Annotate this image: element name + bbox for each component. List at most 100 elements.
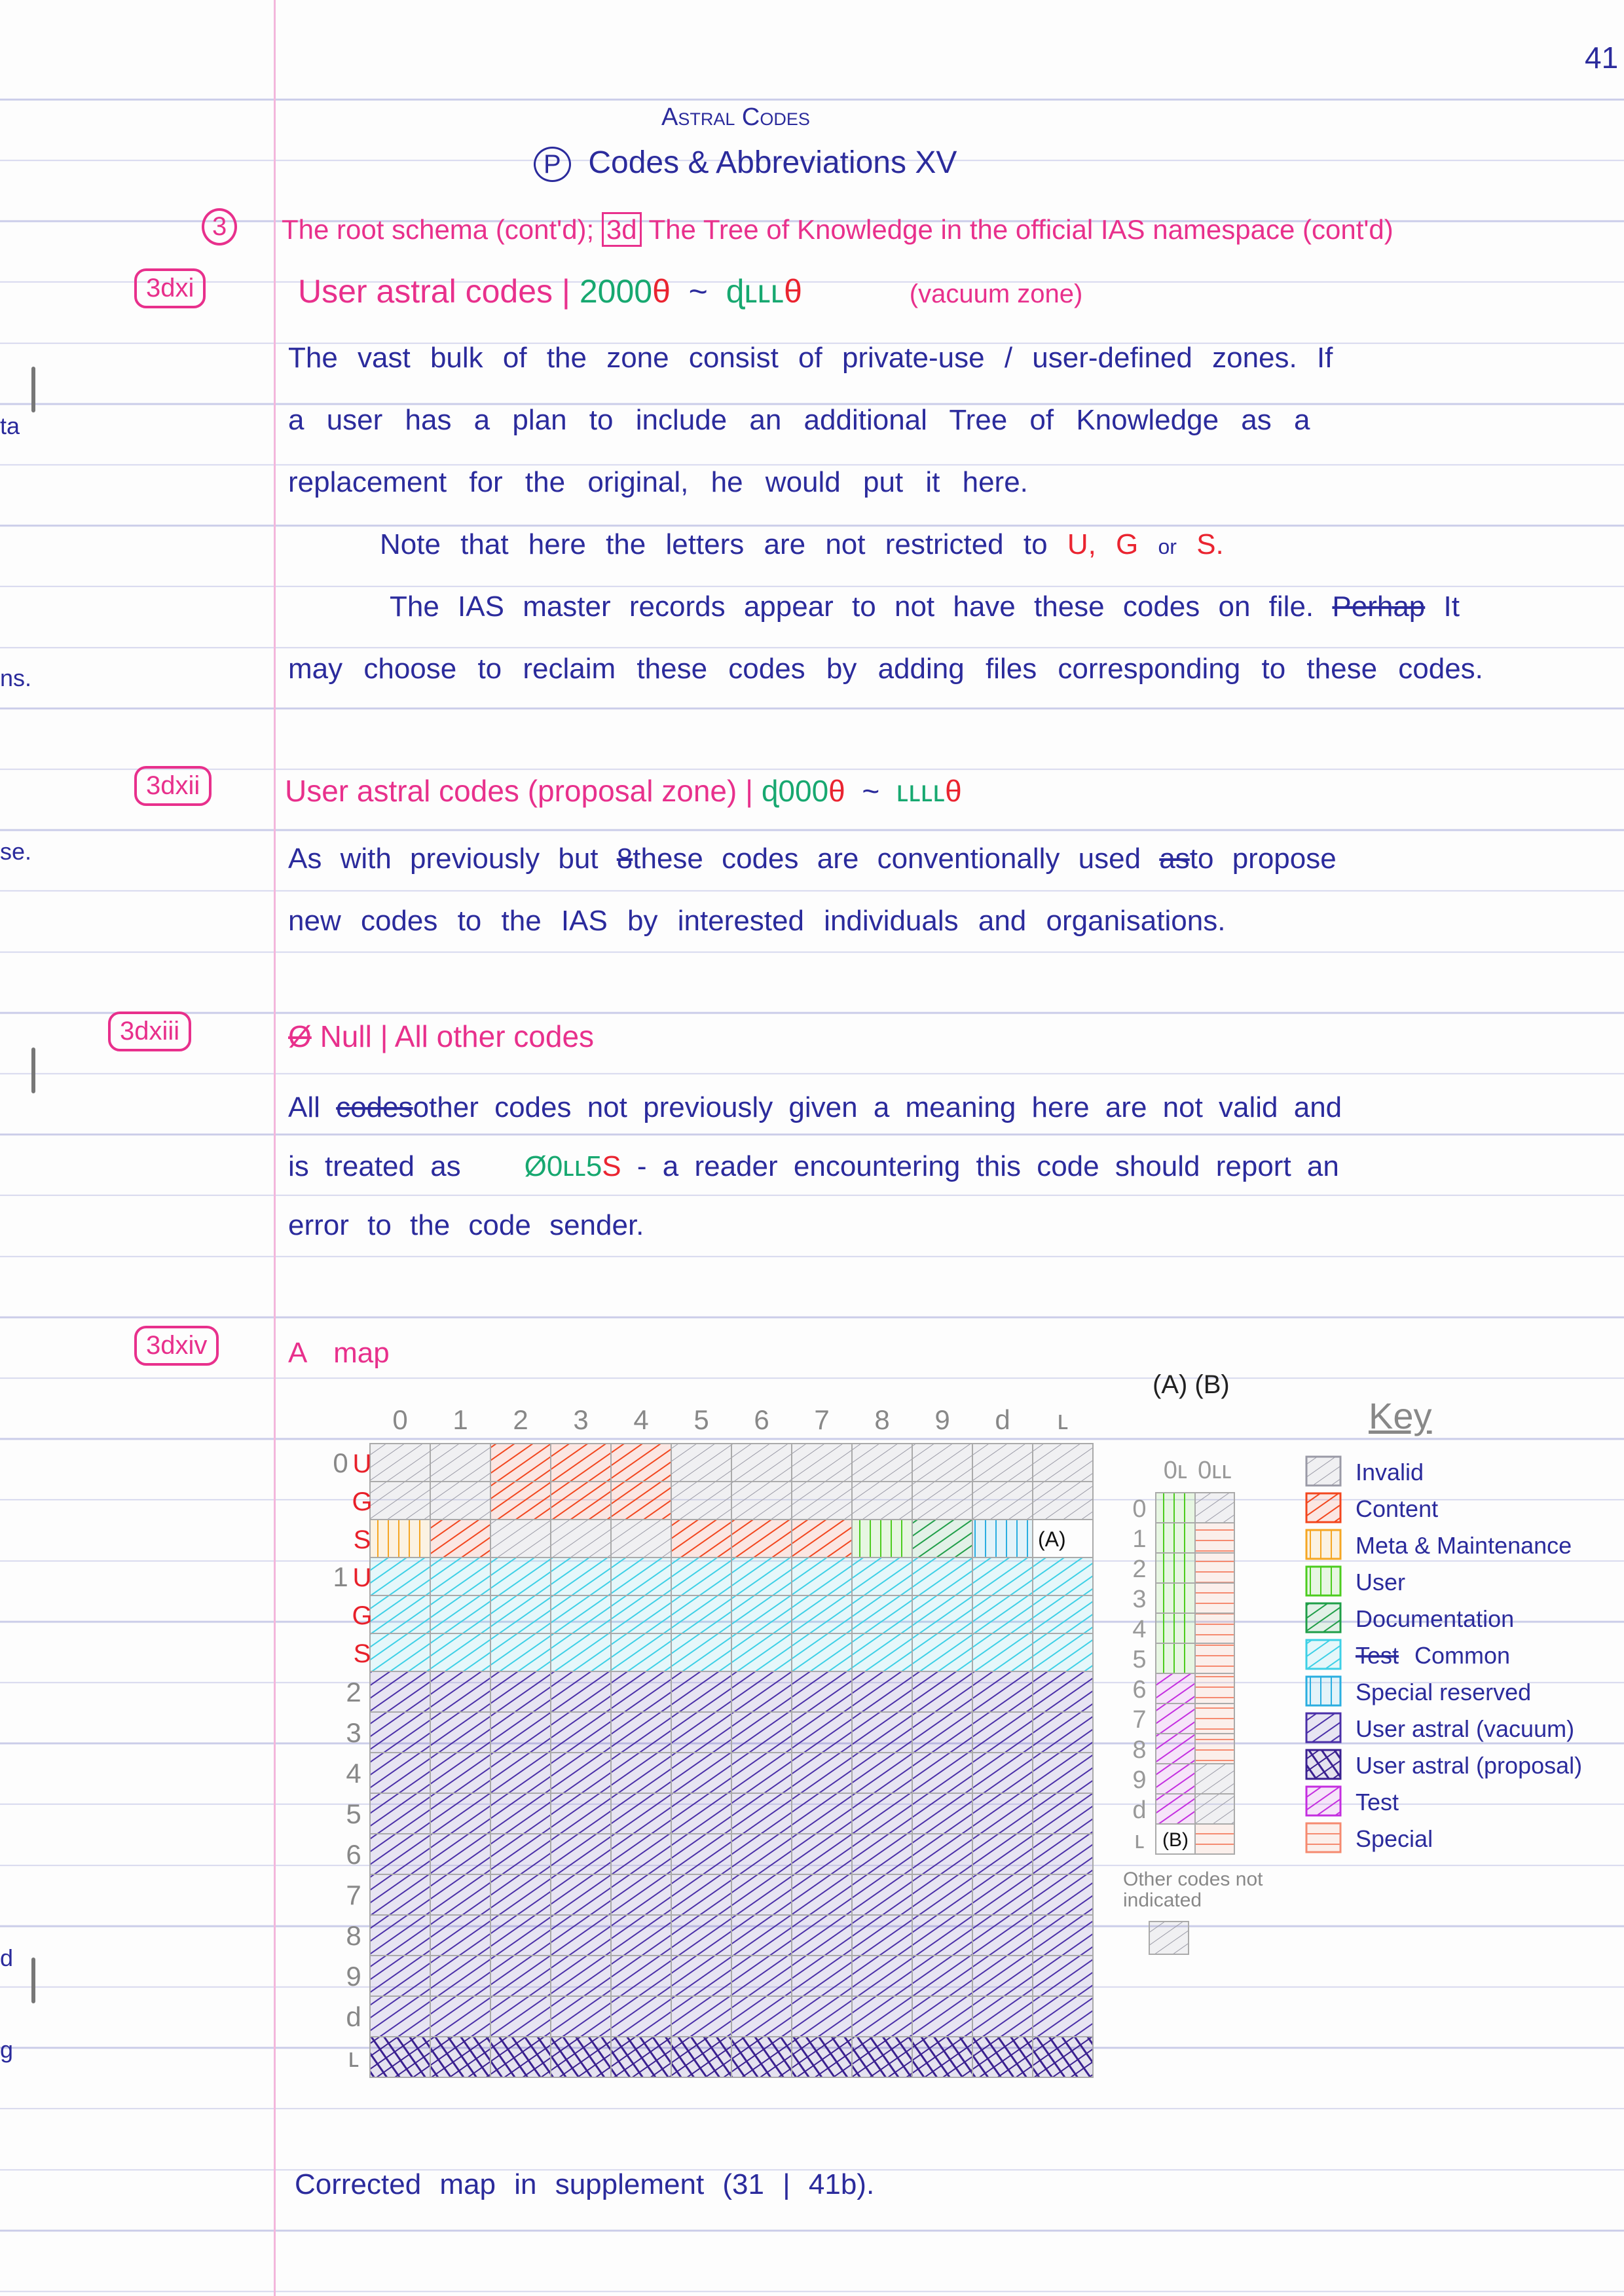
map-cell-vacuum: [490, 1752, 551, 1794]
map-cell-invalid: [369, 1481, 431, 1520]
legend-swatch-test: [1305, 1785, 1342, 1817]
subrow-letter: G: [352, 1601, 372, 1630]
column-label: ʟ: [1058, 1404, 1069, 1435]
map-cell-common: [851, 1633, 913, 1672]
map-cell-vacuum: [550, 1711, 612, 1753]
map-cell-vacuum: [851, 1955, 913, 1997]
body-text: - a reader encountering this code should…: [637, 1150, 1339, 1182]
map-cell-vacuum: [430, 1874, 491, 1916]
map-cell-common: [369, 1557, 431, 1596]
map-cell-proposal: [1032, 2036, 1094, 2078]
map-cell-vacuum: [490, 1955, 551, 1997]
map-cell-common: [550, 1595, 612, 1634]
map-cell-vacuum: [1032, 1833, 1094, 1875]
range-suffix: θ: [784, 273, 802, 310]
title-text: Null | All other codes: [320, 1019, 595, 1053]
section-title-3dxiii: Ø Null | All other codes: [288, 1021, 594, 1051]
side-map-note: (B): [1162, 1829, 1189, 1851]
column-label: 8: [874, 1404, 889, 1435]
map-cell-invalid: [791, 1443, 853, 1482]
map-cell-vacuum: [430, 1955, 491, 1997]
map-cell-proposal: [430, 2036, 491, 2078]
subrow-letter: U: [353, 1563, 372, 1592]
map-cell-vacuum: [430, 1914, 491, 1956]
body-line: The IAS master records appear to not hav…: [390, 592, 1460, 621]
map-cell-common: [1032, 1595, 1094, 1634]
row-label: ʟ: [348, 2042, 360, 2073]
map-cell-common: [671, 1557, 732, 1596]
map-cell-proposal: [490, 2036, 551, 2078]
legend-swatch-user: [1305, 1565, 1342, 1597]
map-cell-vacuum: [610, 1752, 672, 1794]
side-row-label: 7: [1132, 1706, 1146, 1734]
map-cell-vacuum: [369, 1914, 431, 1956]
legend-label-special_reserved: Special reserved: [1356, 1679, 1531, 1705]
column-label: 9: [934, 1404, 950, 1435]
map-cell-vacuum: [430, 1833, 491, 1875]
note-text: Note that here the letters are not restr…: [380, 528, 1048, 560]
body-line: error to the code sender.: [288, 1209, 644, 1241]
page-subtitle: P Codes & Abbreviations XV: [534, 145, 957, 182]
map-cell-vacuum: [671, 1752, 732, 1794]
body-line: As with previously but 8these codes are …: [288, 845, 1337, 873]
map-cell-proposal: [851, 2036, 913, 2078]
column-label: 3: [573, 1404, 588, 1435]
row-label: 2: [346, 1677, 361, 1707]
map-cell-content: [550, 1481, 612, 1520]
map-cell-vacuum: [912, 1914, 973, 1956]
map-cell-invalid: [369, 1443, 431, 1482]
legend-struck-text: Test: [1356, 1642, 1399, 1669]
map-cell-vacuum: [972, 1914, 1033, 1956]
map-cell-vacuum: [610, 1671, 672, 1713]
row-label: 5: [346, 1798, 361, 1829]
map-cell-vacuum: [430, 1995, 491, 2037]
side-column-label: 0ʟ: [1164, 1457, 1187, 1484]
side-cell-a-user: [1155, 1492, 1196, 1523]
body-text: All: [288, 1091, 320, 1123]
legend-swatch-common: [1305, 1639, 1342, 1670]
map-cell-vacuum: [731, 1955, 792, 1997]
map-cell-vacuum: [972, 1833, 1033, 1875]
row-label: 1: [333, 1561, 348, 1592]
column-label: 1: [452, 1404, 468, 1435]
struck-text: as: [1159, 843, 1190, 875]
map-cell-proposal: [731, 2036, 792, 2078]
side-cell-a-test: [1155, 1733, 1196, 1764]
section-heading: The root schema (cont'd); 3d The Tree of…: [282, 212, 1393, 247]
side-cell-a-user: [1155, 1643, 1196, 1674]
title-text: User astral codes |: [298, 273, 570, 310]
section-title-3dxii: User astral codes (proposal zone) | ɖ000…: [285, 776, 962, 806]
map-cell-vacuum: [1032, 1671, 1094, 1713]
side-cell-a-test: [1155, 1673, 1196, 1704]
legend-swatch-content: [1305, 1492, 1342, 1523]
map-cell-vacuum: [610, 1955, 672, 1997]
row-label: 4: [346, 1758, 361, 1789]
map-cell-vacuum: [610, 1914, 672, 1956]
row-label: d: [346, 2001, 361, 2032]
map-cell-common: [972, 1595, 1033, 1634]
map-cell-common: [671, 1633, 732, 1672]
body-text: these codes are conventionally used: [633, 843, 1141, 875]
map-cell-invalid: [550, 1519, 612, 1558]
section-label-3dxiii: 3dxiii: [108, 1011, 192, 1051]
map-cell-invalid: [671, 1481, 732, 1520]
map-cell-common: [972, 1557, 1033, 1596]
side-row-label: ʟ: [1134, 1827, 1144, 1854]
map-cell-vacuum: [731, 1914, 792, 1956]
margin-bleed-text: d: [0, 1944, 14, 1971]
map-cell-common: [550, 1557, 612, 1596]
map-cell-vacuum: [912, 1995, 973, 2037]
column-label: 0: [392, 1404, 407, 1435]
map-cell-invalid: [1032, 1481, 1094, 1520]
map-cell-common: [912, 1595, 973, 1634]
subtitle-text: Codes & Abbreviations XV: [588, 145, 957, 180]
map-cell-common: [610, 1633, 672, 1672]
range-start: ɖ000: [761, 774, 829, 808]
side-cell-a-user: [1155, 1522, 1196, 1554]
tilde: ~: [688, 273, 708, 310]
map-cell-vacuum: [731, 1995, 792, 2037]
subrow-letter: S: [354, 1525, 371, 1554]
map-cell-vacuum: [671, 1914, 732, 1956]
map-cell-common: [610, 1557, 672, 1596]
side-cell-a-user: [1155, 1613, 1196, 1644]
